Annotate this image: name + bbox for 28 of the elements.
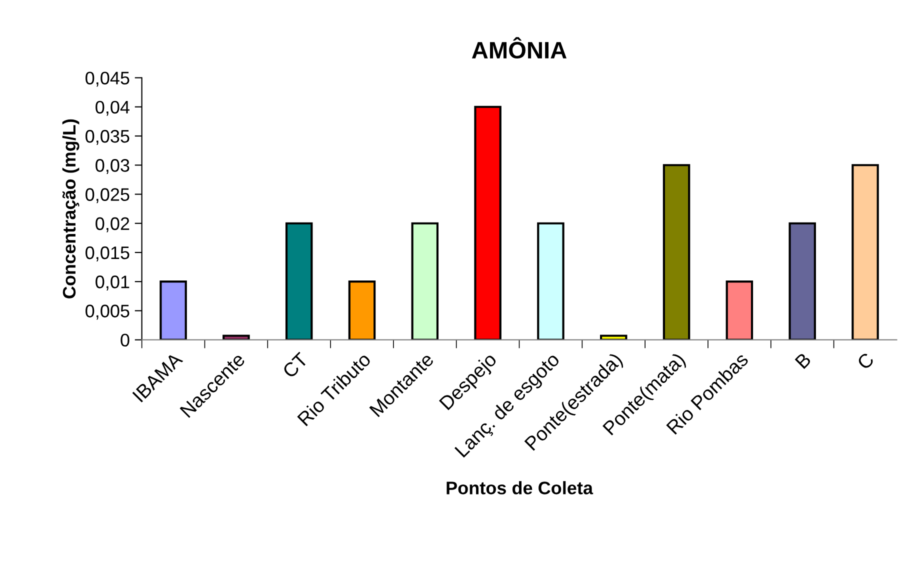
y-axis-title: Concentração (mg/L) <box>62 119 80 298</box>
x-axis-title: Pontos de Coleta <box>446 481 594 494</box>
chart-title: AMÔNIA <box>472 37 567 59</box>
bar <box>852 164 879 340</box>
y-tick-label: 0 <box>120 334 130 347</box>
y-tick-label: 0,015 <box>86 246 130 262</box>
x-tick-label: C <box>856 352 875 370</box>
bar <box>662 164 690 340</box>
bar <box>348 280 376 340</box>
bar <box>411 222 439 340</box>
y-tick-label: 0,035 <box>86 130 130 145</box>
bar <box>726 280 754 340</box>
y-tick-label: 0,01 <box>96 276 130 290</box>
bar <box>160 280 187 340</box>
x-tick-label: CT <box>282 352 309 379</box>
bar <box>222 334 250 340</box>
bar <box>474 106 502 340</box>
bar <box>285 222 313 340</box>
y-tick-label: 0,03 <box>96 159 130 174</box>
y-tick-label: 0,005 <box>86 304 130 320</box>
x-tick-label: B <box>794 352 812 369</box>
bar <box>788 222 816 340</box>
bar <box>537 222 564 340</box>
y-tick-label: 0,025 <box>86 188 130 204</box>
y-tick-label: 0,04 <box>96 100 130 116</box>
y-tick-label: 0,045 <box>86 72 130 87</box>
y-tick-label: 0,02 <box>96 217 130 232</box>
bar <box>600 334 628 340</box>
